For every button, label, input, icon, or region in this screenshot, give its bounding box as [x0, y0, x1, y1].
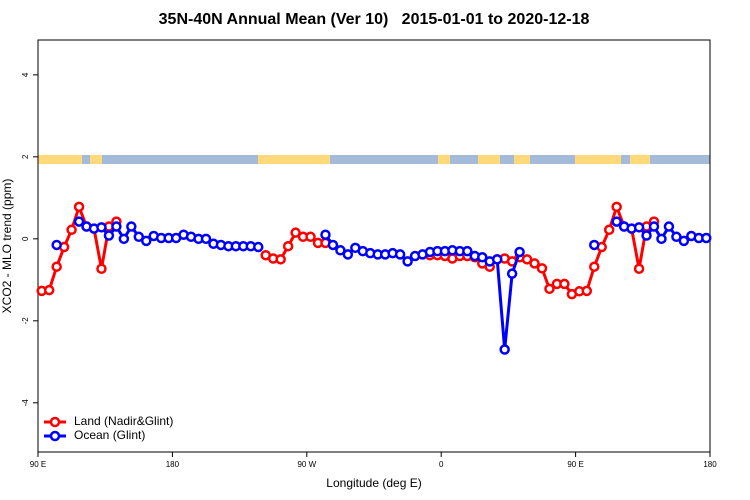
- x-tick-label: 180: [166, 460, 180, 469]
- point: [290, 227, 301, 238]
- point: [335, 245, 346, 256]
- y-tick-label: 2: [21, 154, 30, 159]
- point: [633, 222, 645, 233]
- point: [589, 239, 600, 251]
- x-tick-label: 0: [439, 460, 444, 469]
- ocean-strip: [38, 155, 710, 164]
- point: [648, 221, 660, 232]
- legend-marker: [49, 416, 61, 428]
- point: [66, 224, 77, 236]
- point: [506, 268, 518, 279]
- point: [402, 256, 413, 267]
- point: [663, 221, 675, 232]
- point: [499, 344, 510, 355]
- point: [514, 246, 525, 258]
- point: [43, 284, 55, 296]
- point: [103, 230, 115, 241]
- point: [394, 249, 406, 260]
- point: [275, 254, 286, 265]
- y-tick-label: 4: [21, 72, 30, 77]
- land-strip: [258, 155, 330, 164]
- point: [305, 231, 316, 243]
- point: [73, 216, 85, 227]
- land-strip: [478, 155, 500, 164]
- point: [118, 233, 130, 245]
- point: [111, 221, 122, 232]
- point: [544, 283, 555, 295]
- point: [133, 231, 145, 243]
- land-strip: [575, 155, 621, 164]
- point: [253, 241, 264, 253]
- point: [633, 263, 645, 275]
- point: [477, 252, 488, 263]
- point: [141, 235, 152, 247]
- land-strip: [438, 155, 450, 164]
- land-strip: [514, 155, 530, 164]
- chart-title: 35N-40N Annual Mean (Ver 10) 2015-01-01 …: [159, 11, 590, 28]
- x-tick-label: 90 E: [30, 460, 46, 469]
- point: [529, 258, 540, 269]
- legend-label: Ocean (Glint): [74, 428, 145, 442]
- point: [589, 261, 600, 272]
- point: [641, 230, 652, 241]
- point: [320, 229, 331, 240]
- point: [282, 240, 294, 252]
- point: [51, 261, 62, 272]
- point: [491, 254, 503, 265]
- land-strip: [630, 155, 650, 164]
- point: [671, 231, 682, 243]
- point: [536, 263, 548, 274]
- x-tick-label: 180: [703, 460, 717, 469]
- point: [611, 201, 622, 213]
- y-axis-label: XCO2 - MLO trend (ppm): [0, 179, 14, 314]
- point: [678, 235, 690, 247]
- point: [126, 221, 137, 232]
- legend-marker: [49, 430, 61, 442]
- x-tick-label: 90 W: [297, 460, 316, 469]
- point: [51, 239, 62, 251]
- y-tick-label: -4: [21, 399, 30, 407]
- y-tick-label: -2: [21, 317, 30, 325]
- land-strip: [38, 155, 82, 164]
- surface-strip: [38, 155, 710, 164]
- point: [559, 278, 570, 290]
- point: [462, 245, 473, 257]
- point: [200, 233, 212, 245]
- point: [96, 263, 107, 275]
- point: [603, 224, 615, 236]
- legend-label: Land (Nadir&Glint): [74, 414, 173, 428]
- point: [327, 239, 339, 251]
- point: [96, 222, 107, 233]
- point: [581, 285, 593, 297]
- point: [701, 232, 712, 244]
- point: [73, 201, 85, 213]
- point: [656, 233, 667, 245]
- x-tick-label: 90 E: [567, 460, 583, 469]
- y-tick-label: 0: [21, 236, 30, 241]
- point: [521, 254, 533, 265]
- land-strip: [90, 155, 102, 164]
- x-axis-label: Longitude (deg E): [326, 476, 421, 490]
- point: [342, 249, 354, 260]
- plot-frame: [37, 39, 711, 453]
- point: [611, 216, 622, 227]
